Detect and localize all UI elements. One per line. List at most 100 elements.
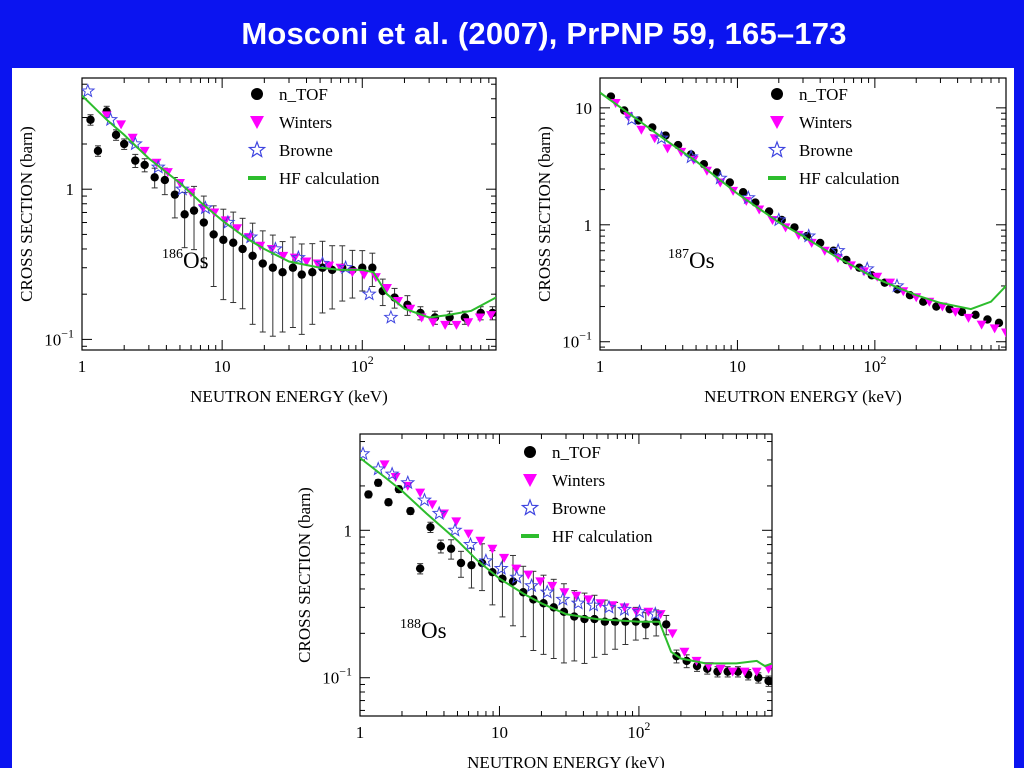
ntof-point — [368, 263, 377, 272]
y-tick-base: 1 — [66, 180, 75, 199]
ntof-point — [180, 210, 189, 219]
browne-point — [197, 200, 213, 215]
y-tick-base: 1 — [584, 216, 593, 235]
isotope-label: 187Os — [668, 247, 715, 273]
browne-point — [653, 130, 669, 145]
ntof-point — [945, 304, 954, 314]
isotope-symbol: Os — [183, 248, 209, 273]
series-hf-calculation — [600, 91, 1006, 311]
x-tick-label: 1 — [596, 357, 605, 376]
x-minor-ticks — [401, 434, 773, 716]
winters-point — [619, 603, 630, 613]
y-minor-ticks — [360, 441, 772, 711]
winters-point — [301, 257, 312, 267]
x-tick-base: 10 — [729, 357, 746, 376]
legend-triangle-swatch — [770, 116, 784, 129]
x-tick-base: 10 — [863, 357, 880, 376]
ntof-point — [373, 478, 383, 487]
winters-point — [679, 647, 690, 657]
series-winters — [610, 99, 1006, 338]
winters-point — [499, 553, 510, 563]
legend-label: Winters — [279, 113, 332, 132]
hf-calculation-line — [82, 94, 496, 319]
winters-point — [559, 588, 570, 598]
x-tick-base: 1 — [356, 723, 365, 742]
legend-label: Winters — [799, 113, 852, 132]
winters-point — [571, 591, 582, 601]
slide-title: Mosconi et al. (2007), PrPNP 59, 165–173 — [241, 16, 847, 51]
winters-point — [474, 313, 485, 323]
x-tick-base: 1 — [596, 357, 605, 376]
winters-point — [232, 224, 243, 234]
winters-point — [989, 324, 1000, 334]
winters-point — [324, 261, 335, 271]
browne-point — [150, 159, 166, 174]
ntof-point — [662, 620, 671, 629]
legend-label: Browne — [279, 141, 333, 160]
x-tick-label: 1 — [78, 357, 87, 376]
series-winters — [379, 460, 772, 677]
winters-point — [359, 270, 370, 280]
browne-point — [267, 241, 283, 256]
ntof-point — [436, 542, 446, 551]
winters-point — [523, 570, 534, 580]
winters-point — [487, 544, 498, 554]
browne-point — [555, 591, 571, 606]
ntof-point — [406, 506, 415, 516]
y-tick-exponent: −1 — [339, 665, 352, 679]
ntof-point — [140, 160, 149, 170]
y-minor-ticks — [600, 112, 1006, 348]
ntof-point — [238, 244, 247, 254]
winters-point — [428, 318, 439, 328]
winters-point — [547, 581, 558, 591]
winters-point — [535, 577, 546, 587]
winters-point — [463, 318, 474, 328]
isotope-mass-number: 187 — [668, 247, 689, 262]
ntof-point — [426, 522, 435, 532]
legend-triangle-swatch — [523, 474, 537, 487]
legend-label: HF calculation — [279, 169, 380, 188]
y-tick-base: 10 — [575, 99, 592, 118]
x-tick-label: 102 — [863, 353, 886, 376]
browne-point — [360, 445, 371, 461]
isotope-symbol: Os — [421, 618, 447, 643]
ntof-point — [610, 617, 620, 626]
x-tick-base: 10 — [351, 357, 368, 376]
winters-point — [139, 146, 150, 156]
ntof-point — [219, 235, 228, 245]
legend-label: HF calculation — [552, 527, 653, 546]
ntof-point — [919, 297, 928, 306]
winters-point — [381, 283, 392, 293]
winters-point — [662, 144, 673, 154]
legend-circle-swatch — [524, 446, 536, 458]
winters-point — [393, 297, 404, 307]
winters-point — [511, 564, 522, 574]
browne-point — [524, 577, 540, 593]
browne-point — [82, 83, 96, 98]
y-tick-label: 10−1 — [562, 329, 592, 352]
browne-point — [624, 111, 640, 126]
winters-point — [667, 629, 678, 639]
y-minor-ticks — [82, 83, 496, 347]
ntof-point — [971, 310, 980, 319]
browne-point — [616, 601, 632, 616]
winters-point — [475, 536, 486, 546]
x-axis-title: NEUTRON ENERGY (keV) — [467, 753, 665, 768]
y-tick-base: 1 — [344, 521, 353, 540]
ntof-point — [364, 490, 373, 499]
browne-point — [416, 492, 433, 507]
ntof-point — [725, 178, 734, 187]
ntof-point — [248, 251, 257, 261]
legend-label: Browne — [552, 499, 606, 518]
plot-area — [600, 91, 1006, 338]
x-minor-ticks — [640, 78, 1007, 350]
ntof-point — [446, 544, 456, 553]
legend-label: n_TOF — [799, 85, 848, 104]
browne-point — [431, 505, 447, 520]
browne-point — [400, 474, 416, 490]
winters-point — [739, 667, 750, 677]
y-tick-base: 10 — [322, 669, 339, 688]
legend-star-swatch — [767, 140, 787, 158]
ntof-point — [754, 673, 763, 682]
